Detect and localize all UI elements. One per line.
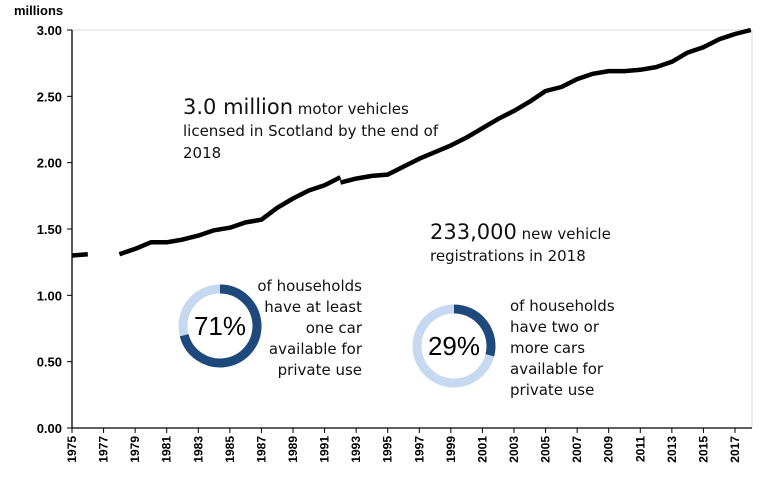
x-tick-label: 1977 bbox=[97, 436, 111, 463]
x-tick-label: 1975 bbox=[65, 436, 79, 463]
series-lines bbox=[71, 27, 752, 258]
x-tick-label: 2007 bbox=[570, 436, 584, 463]
x-tick-label: 1997 bbox=[412, 436, 426, 463]
y-tick-label: 0.50 bbox=[37, 355, 62, 370]
x-tick-label: 1993 bbox=[349, 436, 363, 463]
x-tick-label: 1991 bbox=[318, 436, 332, 463]
y-tick-label: 1.00 bbox=[37, 288, 62, 303]
series-line-segment-2 bbox=[118, 175, 342, 257]
vehicles-text-line3: 2018 bbox=[183, 144, 222, 162]
desc-line: private use bbox=[277, 361, 362, 379]
x-axis: 1975 1977 1979 1981 1983 1985 1987 1989 1991 1993… bbox=[65, 427, 752, 463]
series-line-segment-1 bbox=[71, 251, 88, 258]
x-tick-label: 2003 bbox=[507, 436, 521, 463]
vehicles-text-line2: licensed in Scotland by the end of bbox=[183, 122, 439, 140]
y-axis: 0.00 0.50 1.00 1.50 2.00 2.50 3.00 bbox=[37, 23, 73, 436]
donut-arc bbox=[179, 284, 262, 368]
x-tick-label: 2017 bbox=[728, 436, 742, 463]
desc-line: private use bbox=[510, 381, 595, 399]
desc-line: available for bbox=[268, 340, 362, 358]
vehicles-count: 3.0 million bbox=[183, 95, 294, 119]
x-tick-label: 1985 bbox=[223, 436, 237, 463]
y-tick-label: 2.50 bbox=[37, 89, 62, 104]
donut-arc bbox=[453, 304, 496, 357]
x-tick-label: 1983 bbox=[191, 436, 205, 463]
registrations-annotation: 233,000 new vehicle registrations in 201… bbox=[430, 220, 611, 267]
donut-charts: 71% 29% bbox=[178, 284, 496, 388]
x-tick-label: 1989 bbox=[286, 436, 300, 463]
y-tick-label: 3.00 bbox=[37, 23, 62, 38]
x-tick-label: 1987 bbox=[254, 436, 268, 463]
y-tick-label: 2.00 bbox=[37, 156, 62, 171]
x-tick-label: 2015 bbox=[696, 436, 710, 463]
desc-line: of households bbox=[257, 277, 362, 295]
x-tick-label: 2011 bbox=[633, 436, 647, 462]
vehicles-text: motor vehicles bbox=[293, 100, 409, 118]
y-axis-title: millions bbox=[14, 3, 63, 18]
registrations-text-line2: registrations in 2018 bbox=[430, 247, 586, 265]
desc-line: have at least bbox=[264, 298, 362, 316]
x-tick-label: 2005 bbox=[539, 436, 553, 463]
y-tick-label: 0.00 bbox=[37, 421, 62, 436]
registrations-count: 233,000 bbox=[430, 220, 517, 244]
vehicles-annotation: 3.0 million motor vehicles licensed in S… bbox=[183, 95, 438, 164]
donut-2-description: of households have two or more cars avai… bbox=[510, 296, 640, 401]
desc-line: have two or bbox=[510, 318, 600, 336]
series-line-segment-3 bbox=[339, 27, 752, 185]
x-tick-label: 1999 bbox=[444, 436, 458, 463]
donut-1-description: of households have at least one car avai… bbox=[250, 276, 362, 381]
donut-percent-label: 29% bbox=[428, 331, 480, 361]
x-tick-label: 2001 bbox=[475, 436, 489, 463]
desc-line: of households bbox=[510, 297, 615, 315]
y-tick-label: 1.50 bbox=[37, 222, 62, 237]
x-tick-label: 2013 bbox=[665, 436, 679, 463]
donut-percent-label: 71% bbox=[194, 311, 246, 341]
desc-line: available for bbox=[510, 360, 604, 378]
x-tick-label: 1979 bbox=[128, 436, 142, 463]
x-tick-label: 2009 bbox=[602, 436, 616, 463]
desc-line: one car bbox=[305, 319, 362, 337]
x-tick-label: 1995 bbox=[381, 436, 395, 463]
desc-line: more cars bbox=[510, 339, 586, 357]
x-tick-label: 1981 bbox=[160, 436, 174, 463]
registrations-text: new vehicle bbox=[516, 225, 611, 243]
